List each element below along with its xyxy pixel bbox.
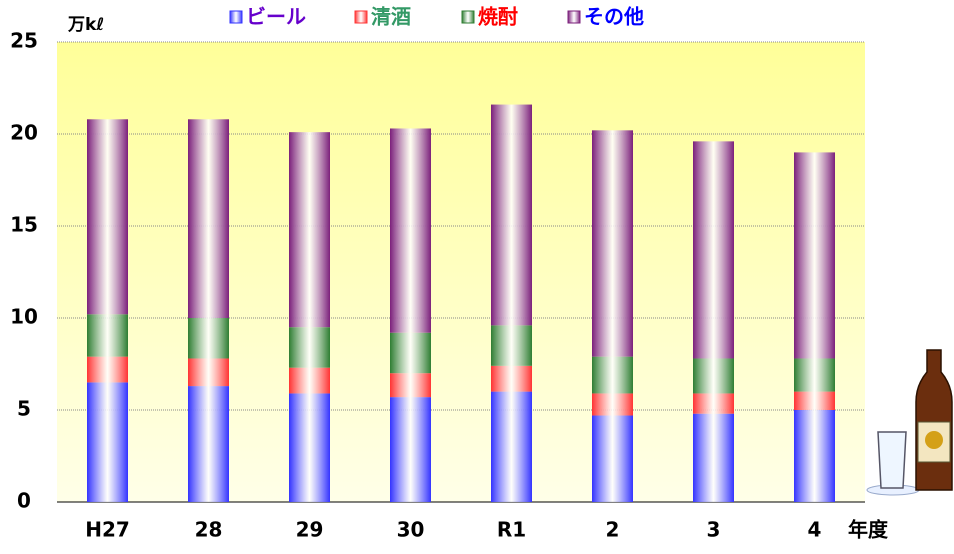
- bar-segment: [87, 382, 128, 502]
- x-tick-label: 30: [397, 518, 425, 542]
- bar-segment: [693, 141, 734, 359]
- bar-segment: [794, 152, 835, 359]
- bar-segment: [390, 373, 431, 398]
- legend-label: その他: [584, 5, 644, 29]
- bar-segment: [87, 314, 128, 357]
- x-tick-label: 28: [195, 518, 223, 542]
- legend-label: 清酒: [371, 5, 411, 29]
- bar-segment: [87, 356, 128, 383]
- legend-marker: [567, 10, 581, 24]
- bar-segment: [289, 132, 330, 328]
- y-tick-label: 25: [10, 29, 38, 53]
- unit-label: 万kℓ: [67, 15, 104, 35]
- y-tick-label: 5: [17, 397, 31, 421]
- bar-segment: [491, 365, 532, 392]
- bar-segment: [289, 327, 330, 368]
- bar-segment: [390, 397, 431, 502]
- y-tick-label: 10: [10, 305, 38, 329]
- bar-segment: [592, 356, 633, 394]
- plot-area: [57, 42, 865, 502]
- bar-segment: [592, 130, 633, 357]
- bar-segment: [289, 367, 330, 394]
- bar-segment: [794, 410, 835, 502]
- legend-label: 焼酎: [478, 5, 518, 29]
- legend-marker: [229, 10, 243, 24]
- x-tick-label: 3: [707, 518, 721, 542]
- x-tick-label: 2: [606, 518, 620, 542]
- x-tick-label: H27: [85, 518, 130, 542]
- bar-segment: [188, 358, 229, 387]
- bar-segment: [491, 104, 532, 326]
- x-tick-label: 29: [296, 518, 324, 542]
- bar-segment: [794, 391, 835, 410]
- bar-segment: [693, 358, 734, 394]
- bar-segment: [87, 119, 128, 315]
- bar-segment: [491, 325, 532, 366]
- bar-segment: [390, 128, 431, 333]
- bar-segment: [289, 393, 330, 502]
- x-tick-label: R1: [497, 518, 526, 542]
- x-tick-label: 4: [808, 518, 822, 542]
- bar-segment: [188, 318, 229, 359]
- legend-marker: [354, 10, 368, 24]
- bar-segment: [188, 119, 229, 318]
- legend-label: ビール: [246, 5, 306, 29]
- bar-segment: [390, 332, 431, 374]
- legend-marker: [461, 10, 475, 24]
- bar-segment: [188, 386, 229, 502]
- bar-segment: [693, 393, 734, 414]
- bar-segment: [693, 413, 734, 502]
- y-tick-label: 20: [10, 121, 38, 145]
- y-tick-label: 15: [10, 213, 38, 237]
- y-tick-label: 0: [17, 489, 31, 513]
- bar-segment: [592, 393, 633, 416]
- bar-segment: [592, 415, 633, 502]
- bar-segment: [794, 358, 835, 392]
- beer-illustration: [866, 349, 953, 496]
- x-axis-label: 年度: [848, 518, 889, 542]
- bar-segment: [491, 391, 532, 502]
